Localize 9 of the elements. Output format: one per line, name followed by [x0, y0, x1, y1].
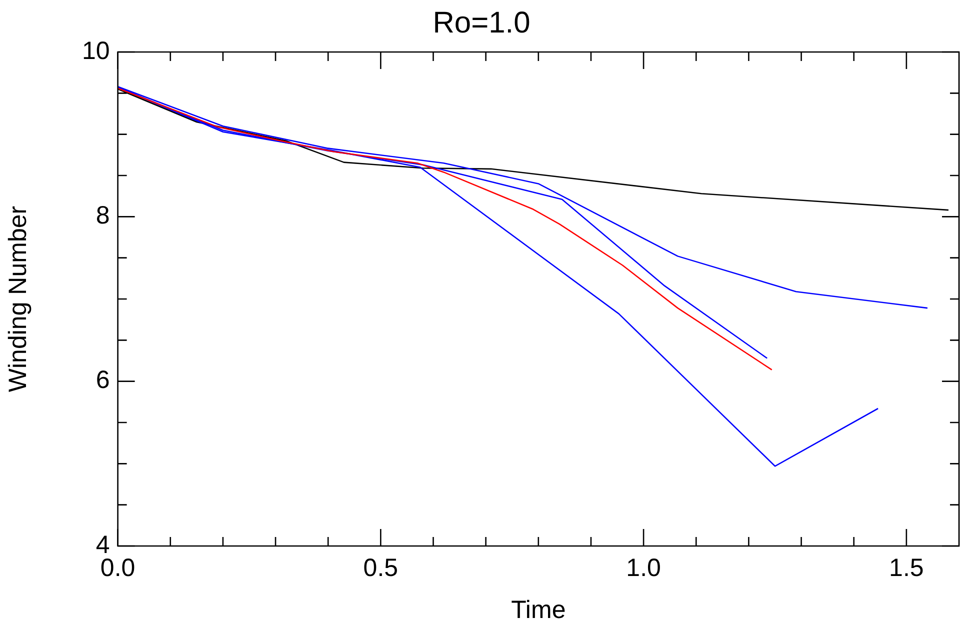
x-tick-label: 1.0 — [626, 554, 661, 582]
x-axis-title: Time — [511, 596, 566, 624]
x-tick-label: 0.5 — [363, 554, 398, 582]
y-tick-label: 10 — [82, 36, 110, 65]
x-tick-label: 1.5 — [889, 554, 924, 582]
y-axis-title: Winding Number — [4, 206, 32, 392]
y-tick-label: 8 — [96, 202, 110, 230]
y-tick-label: 6 — [96, 366, 110, 394]
chart-title: Ro=1.0 — [432, 6, 530, 40]
